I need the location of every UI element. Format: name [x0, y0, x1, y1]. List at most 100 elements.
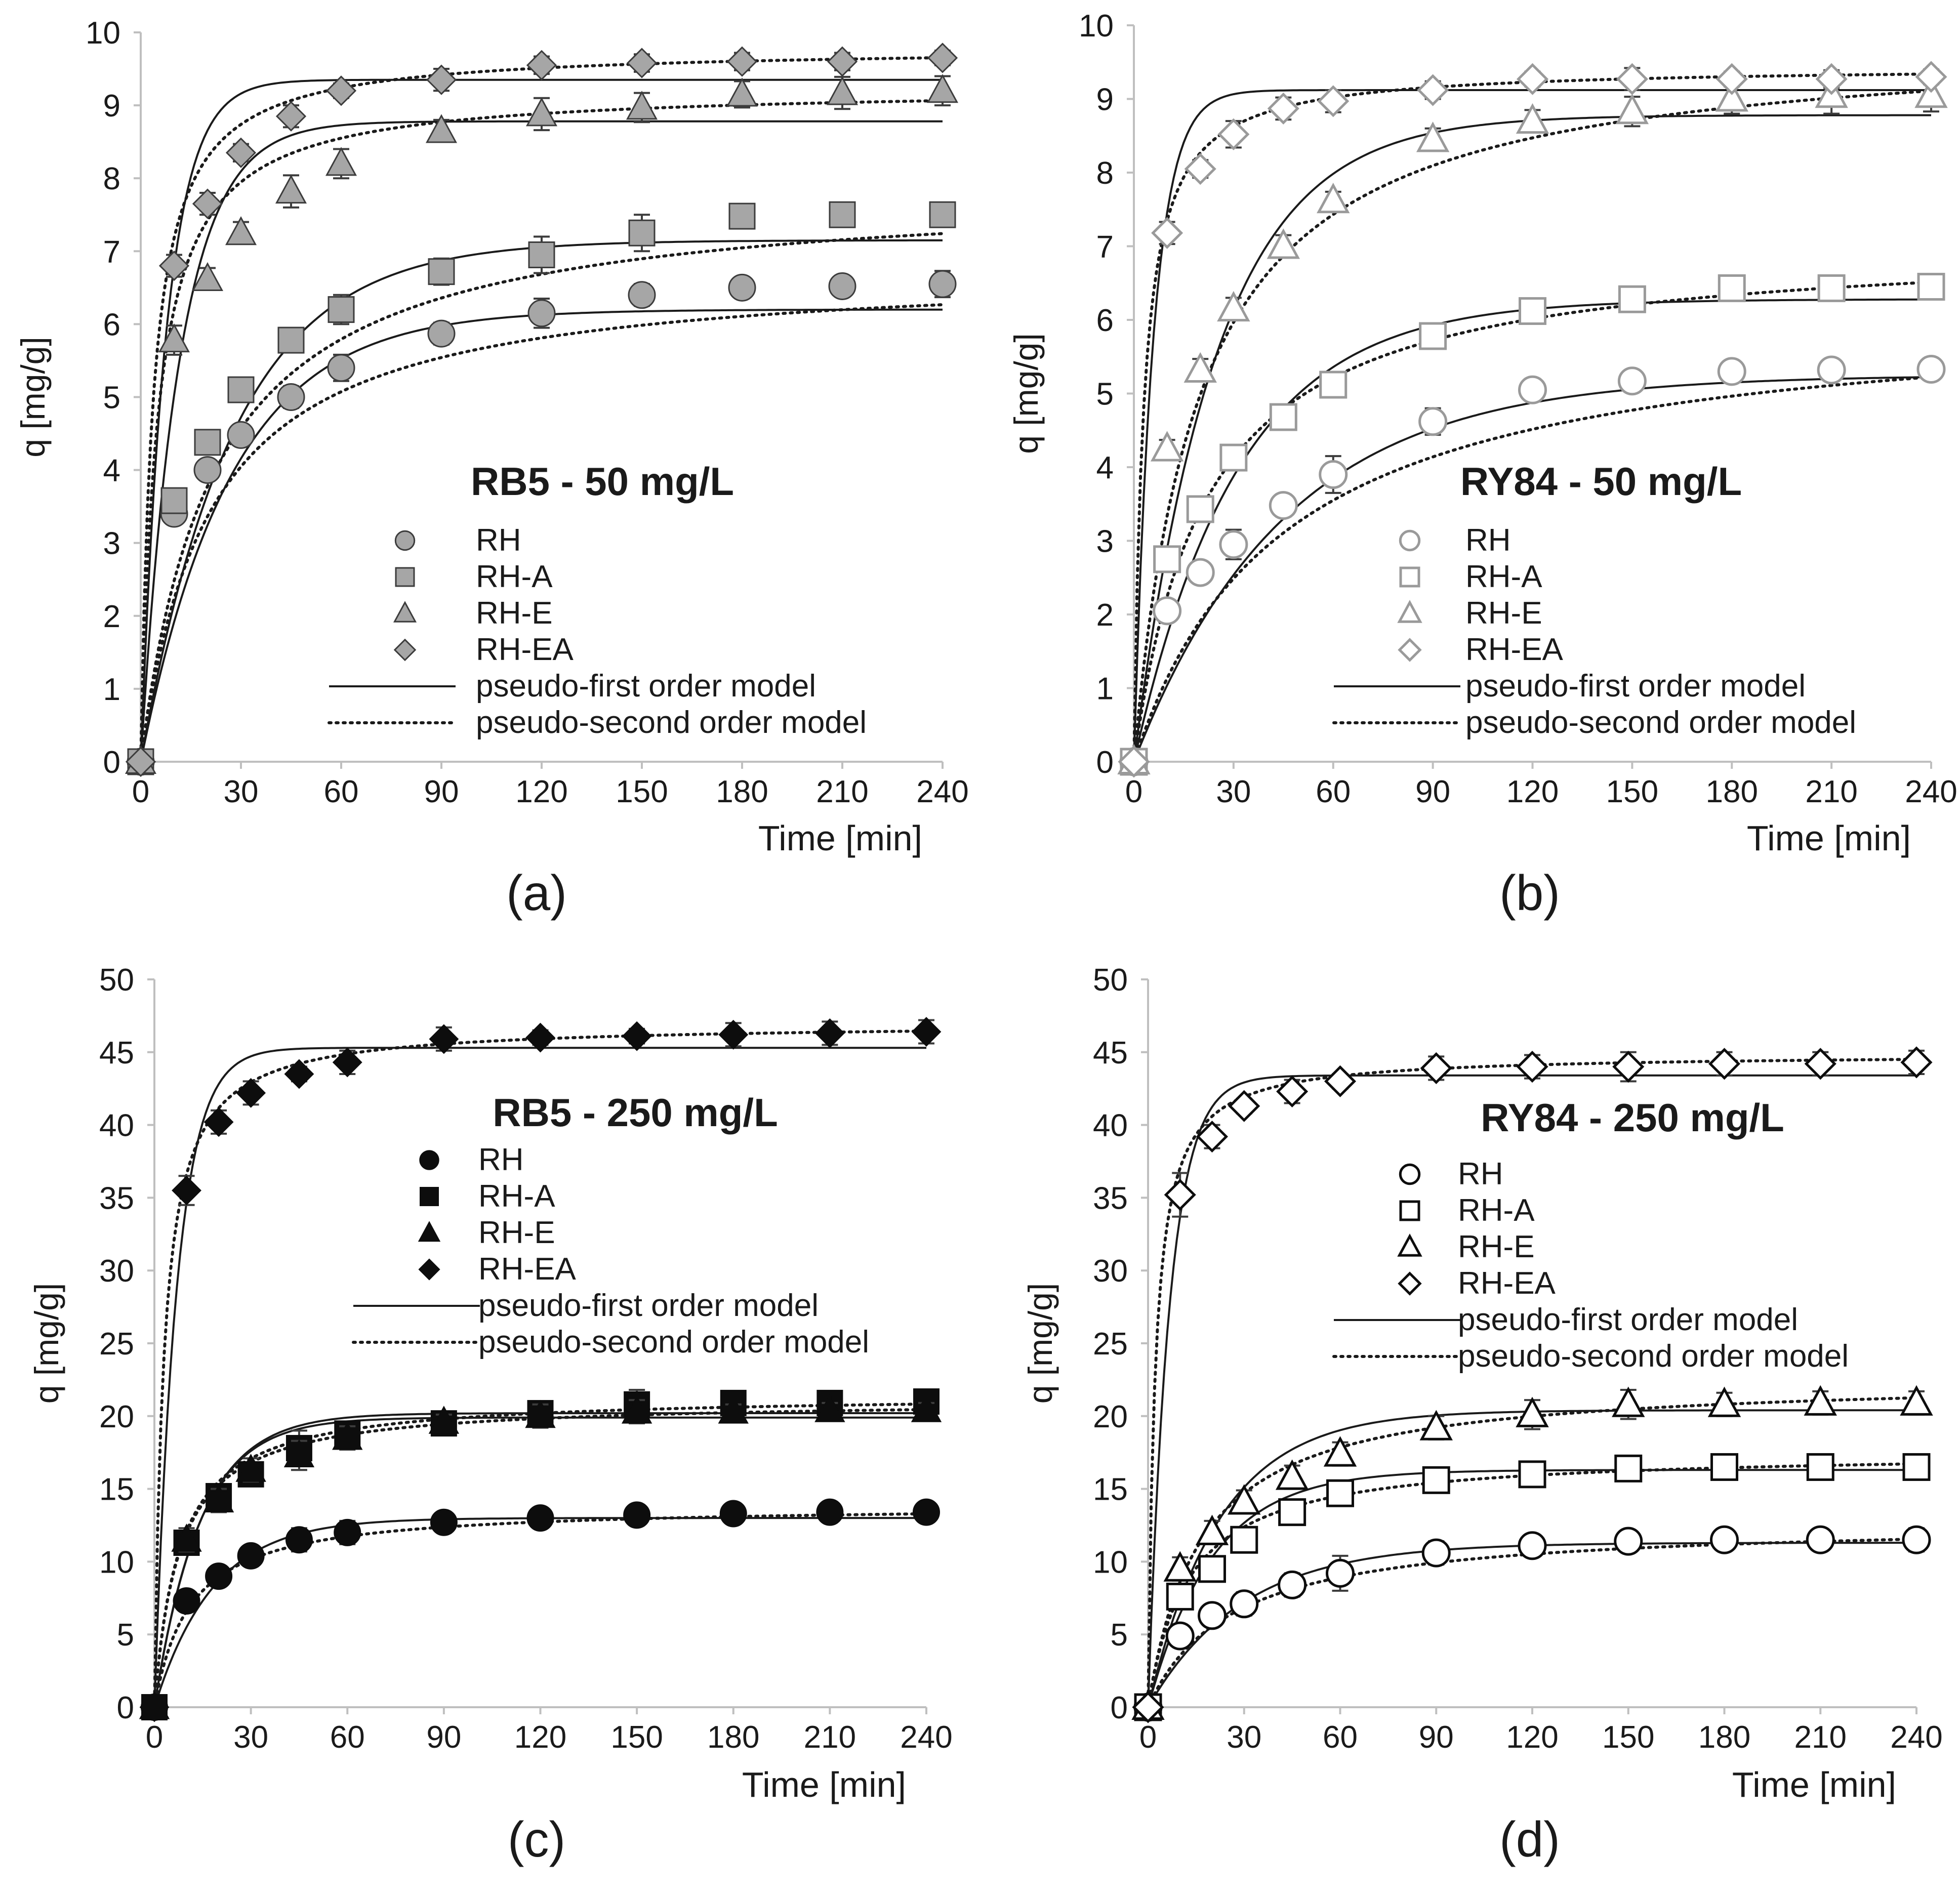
y-tick-label: 0: [1111, 1691, 1128, 1725]
data-point: [328, 296, 355, 323]
data-point: [719, 1500, 747, 1528]
pfo-curve-rh-ea: [1147, 1074, 1916, 1708]
legend-label: RH-EA: [1458, 1266, 1556, 1301]
data-point: [172, 1175, 201, 1206]
legend-label: RH: [478, 1142, 524, 1177]
x-axis-label: Time [min]: [758, 818, 922, 858]
pso-curve-rh-a: [139, 232, 944, 763]
data-point: [816, 1498, 844, 1526]
data-point: [158, 323, 190, 353]
data-point: [1710, 1453, 1738, 1481]
data-point: [1267, 92, 1299, 125]
data-point: [277, 383, 305, 411]
data-point: [1184, 153, 1216, 185]
legend-marker-diamond: [418, 1258, 440, 1281]
legend-marker-triangle: [393, 601, 417, 623]
y-tick-label: 6: [103, 307, 120, 342]
data-point: [1900, 1046, 1933, 1079]
x-tick-label: 180: [707, 1720, 759, 1755]
data-point: [332, 1047, 362, 1078]
y-tick-label: 40: [1093, 1108, 1128, 1143]
legend-marker-square: [420, 1187, 439, 1206]
data-point: [125, 746, 156, 777]
data-point: [528, 241, 555, 269]
data-point: [1198, 1555, 1226, 1583]
data-point: [283, 1439, 315, 1467]
data-point: [1516, 103, 1549, 134]
x-tick-label: 90: [426, 1720, 461, 1755]
data-point: [728, 273, 756, 302]
data-point: [1718, 274, 1746, 302]
pfo-curve-rh: [153, 1517, 926, 1708]
y-tick-label: 1: [103, 672, 120, 707]
legend-marker-circle: [1399, 1163, 1421, 1185]
data-point: [1519, 297, 1546, 325]
pso-curve-rh: [1147, 1537, 1918, 1709]
data-point: [1230, 1526, 1258, 1554]
y-tick-label: 7: [103, 234, 120, 269]
data-point: [237, 1542, 265, 1570]
data-point: [626, 91, 658, 120]
x-tick-label: 0: [1125, 774, 1142, 809]
y-axis-label: q [mg/g]: [1022, 1283, 1059, 1404]
y-tick-label: 15: [1093, 1472, 1128, 1507]
data-point: [525, 97, 558, 127]
pso-curve-rh-ea: [1147, 1058, 1918, 1709]
y-tick-label: 10: [1079, 9, 1114, 44]
pso-curve-rh: [153, 1512, 928, 1709]
data-point: [1804, 1048, 1836, 1080]
data-point: [827, 46, 858, 77]
data-point: [718, 1395, 749, 1424]
pso-curve-rh-e: [1147, 1396, 1918, 1709]
data-point: [1153, 596, 1182, 626]
y-tick-label: 10: [86, 16, 120, 51]
y-tick-label: 6: [1096, 303, 1114, 338]
data-point: [1326, 1558, 1355, 1588]
data-point: [728, 202, 756, 230]
y-tick-label: 50: [99, 963, 134, 998]
series-rh-a: [1134, 1453, 1931, 1721]
x-tick-label: 180: [1698, 1720, 1750, 1755]
legend-label: RH-EA: [476, 632, 574, 667]
data-point: [1902, 1453, 1931, 1481]
data-point: [203, 1107, 234, 1137]
data-point: [1715, 81, 1748, 112]
chart-panel-d: 0 5 10 15 20 25 30 35 40 45 50 0 30 60 90 120 150 180 210 2…: [1022, 963, 1943, 1867]
pfo-curve-rh-ea: [153, 1047, 926, 1708]
y-tick-label: 40: [99, 1108, 134, 1143]
data-point: [325, 75, 357, 106]
y-tick-label: 4: [1096, 450, 1114, 485]
legend-label: RH-A: [478, 1179, 555, 1214]
data-point: [1319, 460, 1348, 489]
x-tick-label: 180: [716, 774, 768, 809]
series-rh-ea: [1118, 61, 1947, 778]
data-point: [1275, 1459, 1309, 1490]
data-point: [225, 137, 257, 168]
y-tick-label: 2: [103, 599, 120, 634]
x-tick-label: 150: [1606, 774, 1658, 809]
pso-curve-rh-a: [1147, 1462, 1918, 1709]
legend-marker-circle: [1399, 529, 1421, 552]
data-point: [622, 1021, 652, 1051]
data-point: [205, 1562, 233, 1590]
legend-marker-triangle: [418, 1221, 441, 1242]
data-point: [1419, 1410, 1453, 1440]
legend-label: RH-A: [1458, 1193, 1535, 1228]
data-point: [171, 1523, 202, 1552]
data-point: [428, 258, 455, 285]
data-point: [173, 1587, 200, 1615]
data-point: [1228, 1484, 1261, 1515]
data-point: [227, 421, 255, 449]
x-tick-label: 0: [146, 1720, 163, 1755]
x-tick-label: 120: [1506, 1720, 1558, 1755]
legend-marker-triangle: [1397, 600, 1422, 623]
chart-panel-a: 0 1 2 3 4 5 6 7 8 9 10 0 30 60 90 120 150 180 210 240 q [mg/…: [14, 16, 969, 921]
legend-marker-square: [395, 567, 415, 587]
y-tick-label: 8: [103, 161, 120, 196]
data-point: [829, 201, 856, 228]
y-tick-label: 45: [99, 1036, 134, 1070]
data-point: [1269, 403, 1297, 431]
